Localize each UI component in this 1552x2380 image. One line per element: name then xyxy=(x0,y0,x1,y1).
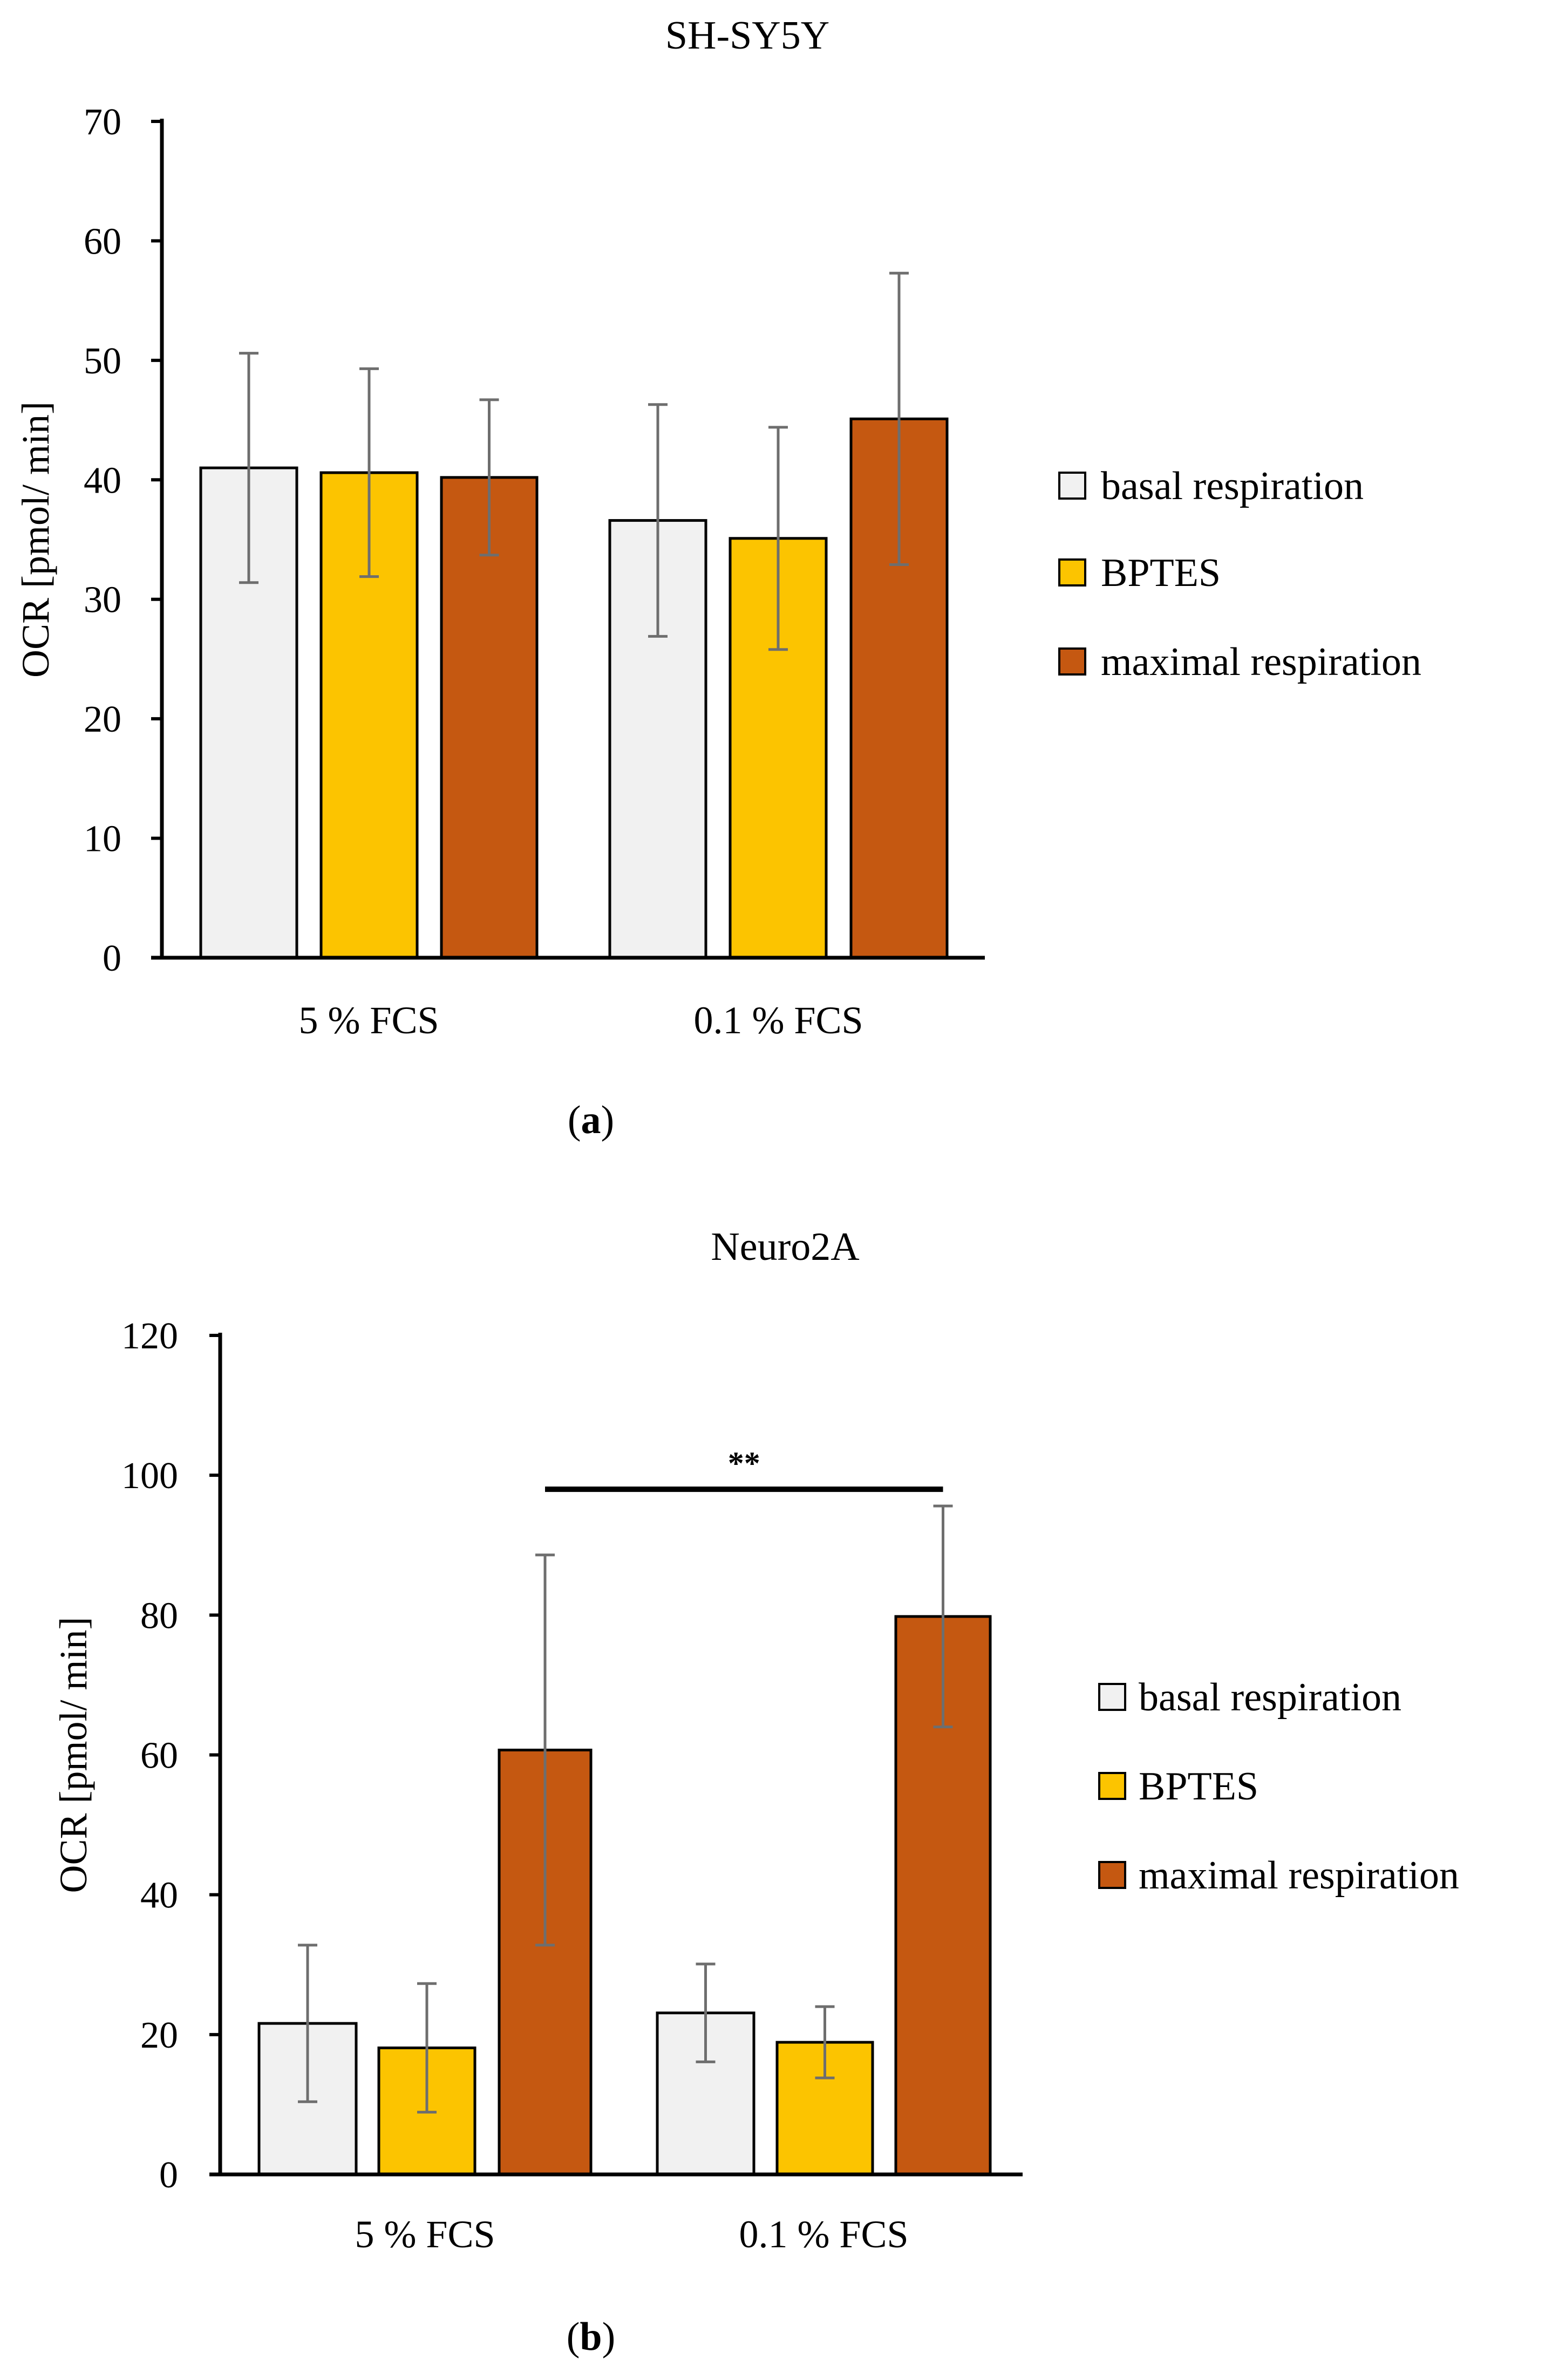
legend-swatch-basal-respiration xyxy=(1058,472,1086,500)
legend-swatch-bptes xyxy=(1098,1772,1126,1800)
panel-label-letter: b xyxy=(580,2315,602,2359)
panel-label-open-paren: ( xyxy=(568,1098,581,1142)
y-tick-label: 40 xyxy=(84,460,121,501)
panel-label-open-paren: ( xyxy=(567,2315,580,2359)
bar-maximal-respiration-5-fcs xyxy=(440,476,539,959)
panel-label-close-paren: ) xyxy=(601,1098,615,1142)
chart-svg-sh-sy5y: SH-SY5Y OCR [pmol/ min] 0 10 20 30 40 50 60 70 5 %… xyxy=(14,13,1421,1142)
legend-label-bptes: BPTES xyxy=(1101,551,1221,595)
x-category-label: 0.1 % FCS xyxy=(693,999,863,1042)
legend-label-maximal-respiration: maximal respiration xyxy=(1139,1853,1459,1898)
y-tick-label: 70 xyxy=(84,101,121,143)
y-tick-label: 10 xyxy=(84,819,121,860)
legend-label-maximal-respiration: maximal respiration xyxy=(1101,640,1421,684)
chart-title: Neuro2A xyxy=(711,1225,859,1269)
x-category-label: 0.1 % FCS xyxy=(739,2213,908,2256)
panel-label: (b) xyxy=(567,2315,615,2359)
legend-swatch-maximal-respiration xyxy=(1098,1861,1126,1889)
y-tick-label: 40 xyxy=(140,1875,178,1917)
panel-label-letter: a xyxy=(581,1098,601,1142)
legend-swatch-maximal-respiration xyxy=(1058,647,1086,676)
y-tick-label: 0 xyxy=(159,2154,178,2196)
y-axis-label: OCR [pmol/ min] xyxy=(14,401,57,678)
y-axis-label: OCR [pmol/ min] xyxy=(52,1617,95,1893)
chart-svg-neuro2a: Neuro2A OCR [pmol/ min] 0 20 40 60 80 100 120 5 %… xyxy=(52,1225,1459,2359)
x-category-label: 5 % FCS xyxy=(355,2213,495,2256)
panel-label-close-paren: ) xyxy=(602,2315,616,2359)
y-tick-label: 100 xyxy=(121,1455,178,1497)
chart-panel-a: SH-SY5Y OCR [pmol/ min] 0 10 20 30 40 50 60 70 5 %… xyxy=(14,13,1421,1142)
significance-label: ** xyxy=(728,1445,760,1481)
legend-label-basal-respiration: basal respiration xyxy=(1139,1675,1401,1720)
y-tick-label: 80 xyxy=(140,1595,178,1636)
legend-label-basal-respiration: basal respiration xyxy=(1101,464,1364,508)
y-tick-label: 20 xyxy=(140,2015,178,2056)
y-tick-label: 20 xyxy=(84,699,121,740)
y-tick-label: 30 xyxy=(84,579,121,621)
panel-label: (a) xyxy=(568,1098,614,1142)
y-tick-label: 60 xyxy=(140,1735,178,1777)
chart-title: SH-SY5Y xyxy=(665,13,829,58)
legend-swatch-bptes xyxy=(1058,558,1086,587)
legend-swatch-basal-respiration xyxy=(1098,1683,1126,1711)
legend-label-bptes: BPTES xyxy=(1139,1764,1258,1809)
y-tick-label: 50 xyxy=(84,340,121,382)
x-category-label: 5 % FCS xyxy=(298,999,439,1042)
chart-panel-b: Neuro2A OCR [pmol/ min] 0 20 40 60 80 100 120 5 %… xyxy=(0,1190,1552,2379)
y-tick-label: 0 xyxy=(103,938,121,979)
y-tick-label: 120 xyxy=(121,1315,178,1357)
y-tick-label: 60 xyxy=(84,221,121,262)
